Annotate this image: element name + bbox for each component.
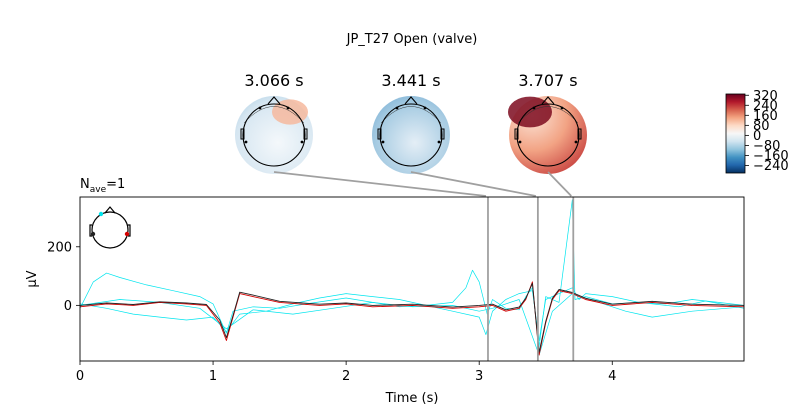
topomap-sensor xyxy=(381,140,385,144)
topomap-sensor xyxy=(286,106,290,110)
topomap-head-outline xyxy=(379,103,443,167)
topomap-connectors xyxy=(273,171,572,197)
x-tick-label: 3 xyxy=(475,369,483,384)
colorbar-gradient xyxy=(725,93,746,174)
topomap-1: 3.066 s xyxy=(235,71,313,174)
evoked-plot: 0 1 2 3 4 0 200 Time (s) µV xyxy=(25,196,745,406)
topomap-connector-line xyxy=(410,171,537,197)
nave-label: Nave=1 xyxy=(80,177,125,195)
topomap-time-label: 3.441 s xyxy=(381,71,440,90)
topomap-nose xyxy=(541,96,555,105)
series-line-cyan-2 xyxy=(80,293,744,356)
topomap-ear-left xyxy=(514,128,519,140)
topomap-sensor xyxy=(518,140,522,144)
series-line-cyan-0 xyxy=(80,199,744,347)
topomap-time-label: 3.707 s xyxy=(518,71,577,90)
colorbar-tick-label: −80 xyxy=(753,139,780,154)
series-line-dark-4 xyxy=(80,282,744,353)
topomap-nose xyxy=(267,96,281,105)
topomap-2: 3.441 s xyxy=(372,71,450,174)
x-tick-label: 1 xyxy=(209,369,217,384)
inset-sensor-black-left xyxy=(90,231,96,237)
inset-ear-right xyxy=(128,224,131,237)
x-tick-label: 4 xyxy=(608,369,616,384)
topomap-connector-line xyxy=(547,171,572,197)
topomap-ear-left xyxy=(240,128,245,140)
sensor-inset xyxy=(89,206,131,249)
topomap-row: 3.066 s 3.441 s 3.707 s xyxy=(235,71,587,174)
inset-nose xyxy=(104,206,116,214)
topomap-time-label: 3.066 s xyxy=(244,71,303,90)
topomap-contour xyxy=(517,106,579,124)
colorbar-tick-label: 0 xyxy=(753,129,761,144)
topomap-ear-right xyxy=(440,128,445,140)
colorbar-tick-label: 80 xyxy=(753,119,770,134)
topomap-contour xyxy=(243,106,305,124)
y-tick-label: 0 xyxy=(64,299,72,314)
inset-ear-left xyxy=(89,224,92,237)
y-axis-label: µV xyxy=(25,270,40,287)
topomap-sensor xyxy=(244,140,248,144)
colorbar-tick-label: 240 xyxy=(753,99,778,114)
series-line-cyan-1 xyxy=(80,287,744,341)
plot-frame xyxy=(79,196,745,362)
topomap-head-outline xyxy=(242,103,306,167)
plot-area xyxy=(80,197,744,361)
topomap-sensor xyxy=(560,106,564,110)
topomap-contour xyxy=(380,106,442,124)
inset-head-outline xyxy=(91,211,129,249)
topomap-head-outline xyxy=(516,103,580,167)
series-line-red-3 xyxy=(80,281,744,356)
inset-sensor-cyan xyxy=(98,211,104,217)
topomap-ear-right xyxy=(577,128,582,140)
x-axis-label: Time (s) xyxy=(385,391,439,406)
inset-sensor-red xyxy=(124,231,130,237)
topomap-sensor xyxy=(437,140,441,144)
topomap-sensor xyxy=(258,106,262,110)
x-tick-label: 2 xyxy=(342,369,350,384)
topomap-sensor xyxy=(574,140,578,144)
topomap-ear-left xyxy=(377,128,382,140)
topomap-sensor xyxy=(423,106,427,110)
topomap-connector-line xyxy=(273,171,487,197)
topomap-3: 3.707 s xyxy=(508,71,587,174)
topomap-nose xyxy=(404,96,418,105)
topomap-sensor xyxy=(532,106,536,110)
x-tick-label: 0 xyxy=(76,369,84,384)
colorbar-tick-label: 160 xyxy=(753,109,778,124)
topomap-ear-right xyxy=(303,128,308,140)
topomap-hotspot xyxy=(508,96,552,128)
figure-title: JP_T27 Open (valve) xyxy=(346,32,478,47)
colorbar-tick-label: −240 xyxy=(753,159,789,174)
colorbar-tick-label: −160 xyxy=(753,149,789,164)
colorbar-tick-label: 320 xyxy=(753,89,778,104)
topomap-sensor xyxy=(395,106,399,110)
topomap-field xyxy=(372,96,450,174)
y-tick-label: 200 xyxy=(47,240,72,255)
topomap-sensor xyxy=(300,140,304,144)
topomap-hotspot xyxy=(272,99,308,125)
